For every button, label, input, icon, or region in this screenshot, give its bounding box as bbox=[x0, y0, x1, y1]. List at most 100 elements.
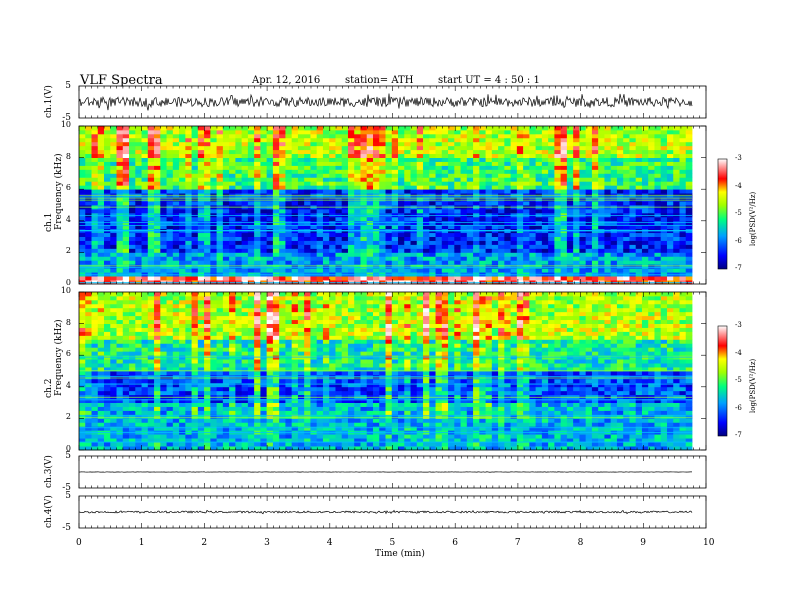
spectrogram-cell bbox=[554, 248, 562, 253]
spectrogram-cell bbox=[423, 268, 430, 273]
spectrogram-cell bbox=[685, 189, 693, 194]
spectrogram-cell bbox=[554, 256, 562, 261]
spectrogram-cell bbox=[385, 201, 393, 206]
spectrogram-cell bbox=[279, 208, 286, 214]
spectrogram-cell bbox=[504, 157, 512, 162]
spectrogram-cell bbox=[191, 363, 199, 368]
spectrogram-cell bbox=[548, 173, 555, 178]
spectrogram-cell bbox=[272, 212, 280, 218]
spectrogram-cell bbox=[398, 177, 405, 182]
spectrogram-cell bbox=[129, 299, 136, 305]
spectrogram-cell bbox=[648, 272, 655, 277]
spectrogram-cell bbox=[160, 390, 167, 396]
spectrogram-cell bbox=[460, 201, 468, 206]
spectrogram-cell bbox=[160, 438, 167, 443]
spectrogram-cell bbox=[504, 240, 512, 245]
spectrogram-cell bbox=[216, 426, 224, 431]
spectrogram-cell bbox=[604, 133, 612, 139]
spectrogram-cell bbox=[379, 212, 386, 218]
spectrogram-cell bbox=[510, 272, 518, 277]
spectrogram-cell bbox=[685, 240, 693, 245]
spectrogram-cell bbox=[322, 268, 330, 273]
spectrogram-cell bbox=[466, 185, 474, 190]
spectrogram-cell bbox=[116, 185, 124, 190]
spectrogram-cell bbox=[379, 149, 386, 155]
spectrogram-cell bbox=[304, 141, 311, 147]
spectrogram-cell bbox=[235, 367, 243, 372]
spectrogram-cell bbox=[172, 133, 180, 139]
spectrogram-cell bbox=[172, 169, 180, 174]
spectrogram-cell bbox=[97, 240, 105, 245]
spectrogram-cell bbox=[160, 434, 167, 439]
spectrogram-cell bbox=[116, 260, 124, 265]
spectrogram-cell bbox=[604, 260, 612, 265]
spectrogram-cell bbox=[473, 141, 480, 147]
spectrogram-cell bbox=[179, 232, 186, 237]
spectrogram-cell bbox=[429, 220, 436, 226]
spectrogram-cell bbox=[635, 272, 643, 277]
spectrogram-cell bbox=[322, 236, 330, 241]
spectrogram-cell bbox=[166, 331, 174, 336]
spectrogram-cell bbox=[210, 319, 218, 324]
spectrogram-cell bbox=[516, 173, 524, 178]
spectrogram-cell bbox=[429, 236, 436, 241]
spectrogram-cell bbox=[147, 438, 155, 443]
spectrogram-cell bbox=[197, 331, 205, 336]
spectrogram-cell bbox=[510, 224, 518, 230]
spectrogram-cell bbox=[116, 292, 124, 297]
spectrogram-cell bbox=[104, 173, 111, 178]
spectrogram-cell bbox=[185, 272, 192, 277]
spectrogram-cell bbox=[216, 129, 224, 135]
spectrogram-cell bbox=[241, 426, 249, 431]
spectrogram-cell bbox=[235, 343, 243, 348]
spectrogram-cell bbox=[160, 264, 167, 269]
spectrogram-cell bbox=[179, 153, 186, 158]
spectrogram-cell bbox=[147, 161, 155, 166]
spectrogram-cell bbox=[122, 367, 130, 372]
spectrogram-cell bbox=[129, 327, 136, 332]
spectrogram-cell bbox=[354, 141, 361, 147]
spectrogram-cell bbox=[291, 141, 299, 147]
spectrogram-cell bbox=[91, 347, 99, 352]
spectrogram-cell bbox=[91, 264, 99, 269]
spectrogram-cell bbox=[91, 426, 99, 431]
spectrogram-cell bbox=[116, 256, 124, 261]
spectrogram-cell bbox=[160, 137, 167, 143]
spectrogram-cell bbox=[191, 208, 199, 214]
spectrogram-cell bbox=[204, 315, 211, 321]
spectrogram-cell bbox=[97, 149, 105, 155]
spectrogram-cell bbox=[104, 299, 111, 305]
spectrogram-cell bbox=[260, 145, 268, 151]
spectrogram-cell bbox=[272, 224, 280, 230]
spectrogram-cell bbox=[210, 260, 218, 265]
spectrogram-cell bbox=[591, 272, 599, 277]
spectrogram-cell bbox=[454, 185, 461, 190]
spectrogram-cell bbox=[316, 256, 324, 261]
spectrogram-cell bbox=[441, 161, 449, 166]
spectrogram-cell bbox=[191, 299, 199, 305]
spectrogram-cell bbox=[91, 201, 99, 206]
spectrogram-cell bbox=[141, 374, 149, 380]
spectrogram-cell bbox=[79, 197, 86, 202]
spectrogram-cell bbox=[473, 240, 480, 245]
spectrogram-cell bbox=[97, 303, 105, 309]
spectrogram-cell bbox=[491, 212, 499, 218]
spectrogram-cell bbox=[97, 256, 105, 261]
spectrogram-cell bbox=[635, 224, 643, 230]
spectrogram-cell bbox=[347, 141, 355, 147]
spectrogram-cell bbox=[679, 260, 687, 265]
spectrogram-cell bbox=[222, 339, 230, 344]
spectrogram-cell bbox=[498, 137, 505, 143]
spectrogram-cell bbox=[485, 185, 493, 190]
spectrogram-cell bbox=[679, 272, 687, 277]
spectrogram-cell bbox=[598, 216, 605, 222]
spectrogram-cell bbox=[122, 276, 130, 281]
spectrogram-cell bbox=[641, 161, 649, 166]
spectrogram-cell bbox=[279, 177, 286, 182]
spectrogram-cell bbox=[423, 272, 430, 277]
spectrogram-cell bbox=[347, 161, 355, 166]
spectrogram-cell bbox=[85, 149, 92, 155]
spectrogram-cell bbox=[297, 197, 305, 202]
spectrogram-cell bbox=[116, 422, 124, 427]
spectrogram-cell bbox=[222, 201, 230, 206]
